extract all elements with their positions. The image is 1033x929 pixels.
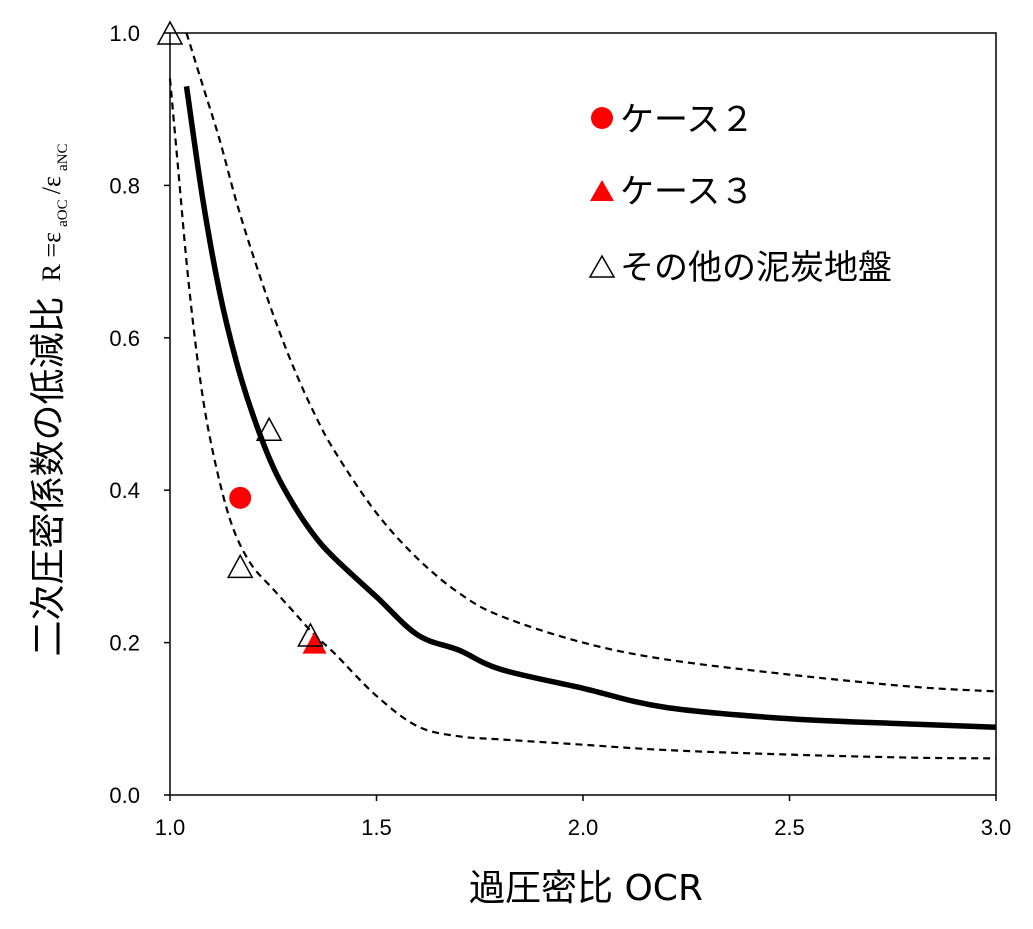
legend-marker-other [588,254,616,278]
data-point-series2-1 [226,553,254,579]
y-tick-label: 1.0 [109,21,140,46]
y-axis-title-eq: R =ε [37,232,66,282]
x-tick-label: 2.5 [774,815,805,840]
data-point-series2-3 [297,622,324,647]
y-axis-title-main: 二次圧密係数の低減比 [28,296,69,656]
y-axis-title-mid: /ε [37,176,66,194]
data-point-series0-0 [229,486,252,509]
y-tick-label: 0.6 [109,326,140,351]
y-tick-label: 0.8 [109,173,140,198]
y-tick-label: 0.4 [109,478,140,503]
legend-label-case2: ケース２ [620,100,754,140]
x-axis-ticks: 1.0 1.5 2.0 2.5 3.0 [155,795,1012,840]
y-tick-label: 0.2 [109,631,140,656]
x-axis-title: 過圧密比 OCR [469,868,703,909]
x-tick-label: 3.0 [981,815,1012,840]
dashed-bound-curve-1 [185,32,997,693]
legend-label-case3: ケース３ [620,172,754,212]
y-axis-title: 二次圧密係数の低減比 R =ε aOC /ε aNC [28,144,71,657]
y-axis-title-sub1: aOC [55,199,71,227]
legend-label-other: その他の泥炭地盤 [620,248,892,288]
y-axis-title-sub2: aNC [55,144,71,172]
y-tick-label: 0.0 [109,783,140,808]
x-tick-label: 1.5 [361,815,392,840]
legend: ケース２ ケース３ その他の泥炭地盤 [588,100,892,288]
data-point-series1-0 [302,631,327,654]
legend-marker-case2 [591,107,613,129]
legend-marker-case3 [590,180,614,201]
mean-curve [183,85,997,730]
x-tick-label: 2.0 [568,815,599,840]
y-axis-ticks: 0.0 0.2 0.4 0.6 0.8 1.0 [109,21,170,808]
x-tick-label: 1.0 [155,815,186,840]
data-point-series2-2 [255,416,283,441]
plot-area [169,32,997,796]
